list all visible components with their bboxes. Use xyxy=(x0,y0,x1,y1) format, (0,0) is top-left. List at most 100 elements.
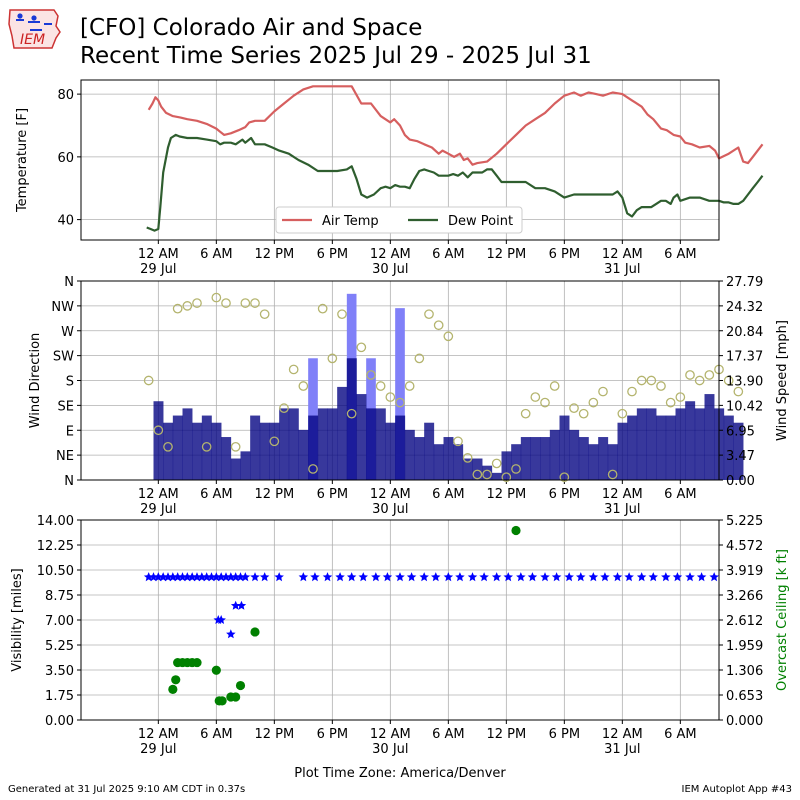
y-tick-label: S xyxy=(66,375,74,390)
visibility-point xyxy=(564,572,574,582)
y-tick-label: SE xyxy=(58,399,74,414)
wind-direction-point xyxy=(665,397,676,408)
x-date-label: 30 Jul xyxy=(372,502,408,517)
visibility-point xyxy=(259,572,270,582)
wind-direction-point xyxy=(598,386,608,397)
generated-note: Generated at 31 Jul 2025 9:10 AM CDT in … xyxy=(8,784,246,795)
visibility-point xyxy=(158,572,168,582)
visibility-point xyxy=(153,572,164,582)
wind-direction-point xyxy=(375,381,386,391)
visibility-point xyxy=(358,572,368,582)
visibility-point xyxy=(230,600,241,610)
visibility-point xyxy=(576,572,586,582)
ceiling-point xyxy=(231,692,241,702)
visibility-point xyxy=(187,572,197,582)
wind-speed-bar xyxy=(308,415,319,480)
visibility-point xyxy=(240,572,251,582)
visibility-point xyxy=(230,572,241,582)
x-tick-label: 6 AM xyxy=(432,727,465,742)
wind-direction-point xyxy=(472,469,483,480)
wind-speed-bar xyxy=(327,408,338,480)
x-tick-label: 6 AM xyxy=(200,727,233,742)
y-tick-label: 3.50 xyxy=(45,664,74,679)
visibility-point xyxy=(177,572,188,582)
x-date-label: 29 Jul xyxy=(140,502,176,517)
visibility-point xyxy=(226,629,236,639)
wind-speed-bar xyxy=(627,415,638,480)
wind-speed-bar xyxy=(685,401,696,480)
y2-tick-label: 3.47 xyxy=(726,449,755,464)
y-axis-label-wind-direction: Wind Direction xyxy=(28,333,43,429)
visibility-point xyxy=(221,572,231,582)
wind-direction-point xyxy=(153,425,164,436)
wind-speed-bar xyxy=(656,415,667,480)
wind-direction-point xyxy=(259,309,270,320)
wind-direction-point xyxy=(182,301,193,311)
wind-direction-point xyxy=(540,397,550,408)
visibility-point xyxy=(431,572,441,582)
wind-speed-bar xyxy=(491,472,502,480)
visibility-point xyxy=(648,572,658,582)
wind-speed-bar xyxy=(540,437,551,480)
wind-direction-point xyxy=(520,408,531,419)
visibility-point xyxy=(250,572,260,582)
x-tick-label: 12 PM xyxy=(486,487,526,502)
x-tick-label: 6 PM xyxy=(549,727,580,742)
visibility-point xyxy=(226,572,236,582)
y2-tick-label: 2.612 xyxy=(726,614,763,629)
wind-speed-bar xyxy=(578,437,589,480)
wind-direction-point xyxy=(627,386,637,397)
x-tick-label: 6 PM xyxy=(549,247,580,262)
wind-speed-bar xyxy=(433,444,444,480)
gust-bar xyxy=(395,308,405,480)
wind-speed-bar xyxy=(482,465,493,480)
y2-axis-label-wind-speed: Wind Speed [mph] xyxy=(775,320,790,441)
y2-tick-label: 0.653 xyxy=(726,689,763,704)
wind-speed-bar xyxy=(356,394,367,480)
wind-speed-bar xyxy=(424,422,435,480)
wind-speed-bar xyxy=(520,437,531,480)
wind-direction-point xyxy=(588,397,599,408)
visibility-point xyxy=(551,572,562,582)
wind-speed-bar xyxy=(636,408,647,480)
visibility-point xyxy=(216,615,226,624)
wind-direction-point xyxy=(308,464,318,474)
y2-tick-label: 24.32 xyxy=(726,300,763,315)
legend-label: Air Temp xyxy=(322,214,379,229)
wind-direction-point xyxy=(694,375,705,386)
x-tick-label: 12 AM xyxy=(138,247,179,262)
visibility-point xyxy=(192,572,202,582)
iem-logo: IEM xyxy=(6,6,64,52)
legend-box xyxy=(275,206,523,234)
y-axis-label-visibility: Visibility [miles] xyxy=(10,568,25,671)
visibility-point xyxy=(182,572,193,582)
wind-speed-bar xyxy=(269,422,280,480)
visibility-point xyxy=(395,572,405,582)
visibility-point xyxy=(335,572,345,582)
visibility-point xyxy=(322,572,333,582)
y2-tick-label: 3.919 xyxy=(726,564,763,579)
x-tick-label: 12 PM xyxy=(254,727,294,742)
y-tick-label: N xyxy=(64,275,74,290)
y2-tick-label: 0.000 xyxy=(726,714,763,729)
wind-speed-bar xyxy=(259,422,270,480)
wind-speed-bar xyxy=(288,408,299,480)
x-tick-label: 6 AM xyxy=(432,487,465,502)
app-id: IEM Autoplot App #43 xyxy=(681,784,792,795)
wind-speed-bar xyxy=(549,429,560,480)
visibility-point xyxy=(235,572,246,582)
x-tick-label: 6 PM xyxy=(317,247,348,262)
visibility-point xyxy=(211,572,222,582)
wind-speed-bar xyxy=(414,437,425,480)
y-tick-label: 80 xyxy=(57,88,74,103)
legend-label: Dew Point xyxy=(448,214,513,229)
x-tick-label: 6 AM xyxy=(664,727,697,742)
y-tick-label: 0.00 xyxy=(45,714,74,729)
wind-direction-point xyxy=(607,469,618,480)
x-date-label: 30 Jul xyxy=(372,262,408,277)
wind-speed-bar xyxy=(201,415,212,480)
wind-speed-bar xyxy=(569,429,580,480)
wind-direction-point xyxy=(414,353,425,364)
y2-tick-label: 13.90 xyxy=(726,375,763,390)
wind-speed-bar xyxy=(607,444,618,480)
